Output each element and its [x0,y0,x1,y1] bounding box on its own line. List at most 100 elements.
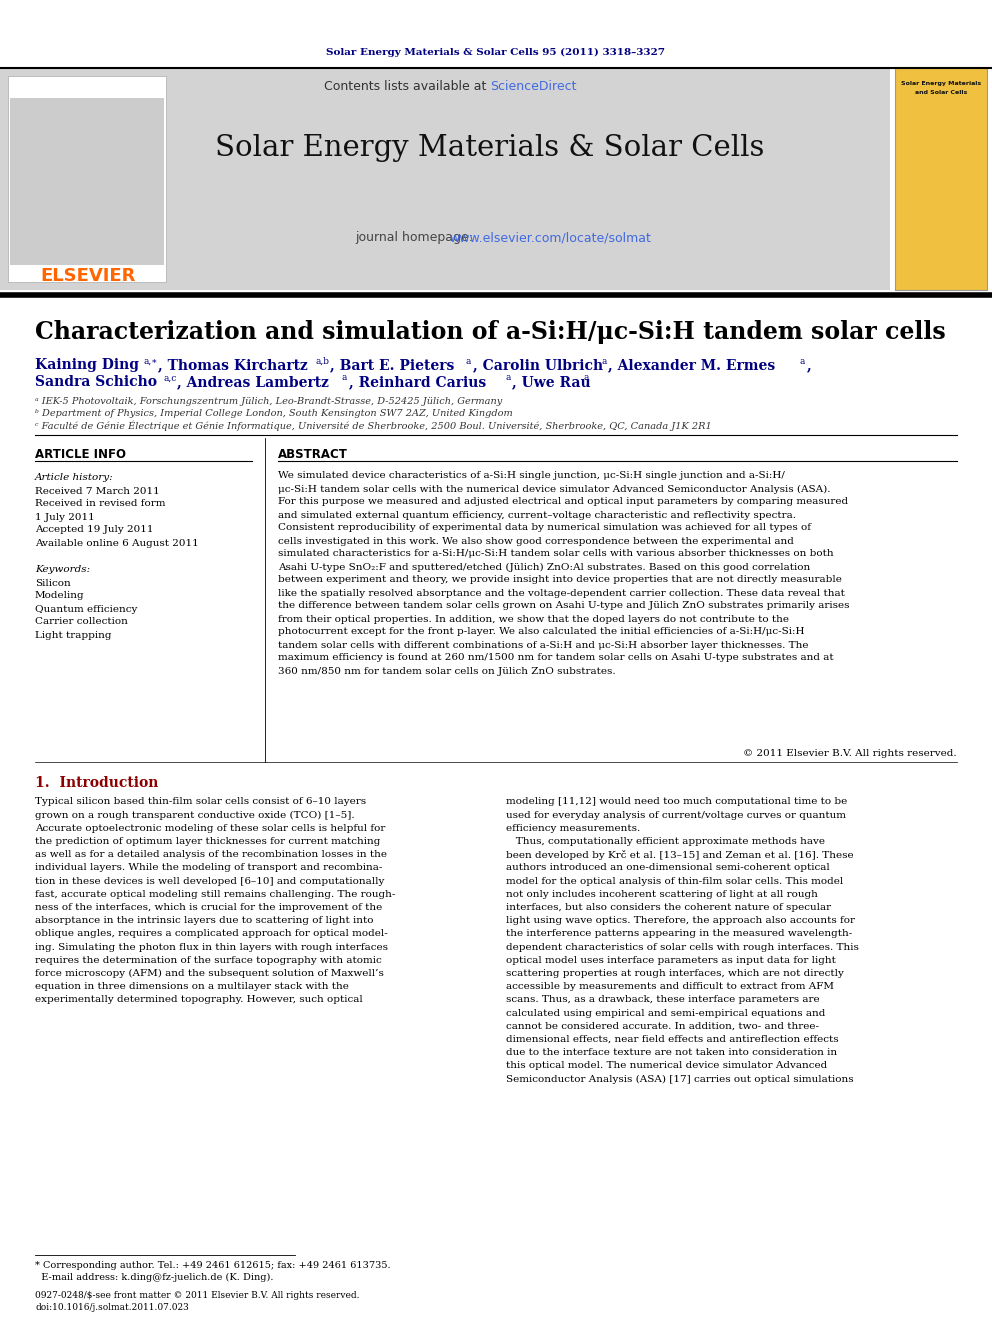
Text: equation in three dimensions on a multilayer stack with the: equation in three dimensions on a multil… [35,982,349,991]
Text: For this purpose we measured and adjusted electrical and optical input parameter: For this purpose we measured and adjuste… [278,497,848,507]
Text: Carrier collection: Carrier collection [35,618,128,627]
Text: ᵃ IEK-5 Photovoltaik, Forschungszentrum Jülich, Leo-Brandt-Strasse, D-52425 Jüli: ᵃ IEK-5 Photovoltaik, Forschungszentrum … [35,397,502,406]
Text: as well as for a detailed analysis of the recombination losses in the: as well as for a detailed analysis of th… [35,851,387,860]
Text: individual layers. While the modeling of transport and recombina-: individual layers. While the modeling of… [35,864,382,872]
Text: ELSEVIER: ELSEVIER [41,267,136,284]
Text: used for everyday analysis of current/voltage curves or quantum: used for everyday analysis of current/vo… [506,811,846,820]
Text: been developed by Krč et al. [13–15] and Zeman et al. [16]. These: been developed by Krč et al. [13–15] and… [506,849,854,860]
Text: simulated characteristics for a-Si:H/μc-Si:H tandem solar cells with various abs: simulated characteristics for a-Si:H/μc-… [278,549,833,558]
Text: due to the interface texture are not taken into consideration in: due to the interface texture are not tak… [506,1048,837,1057]
FancyBboxPatch shape [8,75,166,282]
Text: cannot be considered accurate. In addition, two- and three-: cannot be considered accurate. In additi… [506,1021,819,1031]
Text: Accurate optoelectronic modeling of these solar cells is helpful for: Accurate optoelectronic modeling of thes… [35,824,385,833]
FancyBboxPatch shape [0,67,890,290]
Text: , Uwe Rau: , Uwe Rau [512,374,590,389]
Text: © 2011 Elsevier B.V. All rights reserved.: © 2011 Elsevier B.V. All rights reserved… [743,750,957,758]
Text: a: a [601,356,606,365]
Text: a: a [800,356,806,365]
Text: Solar Energy Materials: Solar Energy Materials [901,82,981,86]
Text: Silicon: Silicon [35,578,70,587]
Text: E-mail address: k.ding@fz-juelich.de (K. Ding).: E-mail address: k.ding@fz-juelich.de (K.… [35,1273,274,1282]
Text: optical model uses interface parameters as input data for light: optical model uses interface parameters … [506,957,836,964]
Text: 1.  Introduction: 1. Introduction [35,777,159,790]
Text: Typical silicon based thin-film solar cells consist of 6–10 layers: Typical silicon based thin-film solar ce… [35,798,366,807]
Text: dimensional effects, near field effects and antireflection effects: dimensional effects, near field effects … [506,1035,838,1044]
Text: cells investigated in this work. We also show good correspondence between the ex: cells investigated in this work. We also… [278,537,794,545]
Text: the difference between tandem solar cells grown on Asahi U-type and Jülich ZnO s: the difference between tandem solar cell… [278,602,849,610]
Text: a,b: a,b [316,356,330,365]
Text: from their optical properties. In addition, we show that the doped layers do not: from their optical properties. In additi… [278,614,789,623]
Text: Light trapping: Light trapping [35,631,111,639]
FancyBboxPatch shape [10,98,164,265]
Text: photocurrent except for the front p-layer. We also calculated the initial effici: photocurrent except for the front p-laye… [278,627,805,636]
Text: Consistent reproducibility of experimental data by numerical simulation was achi: Consistent reproducibility of experiment… [278,524,811,532]
Text: light using wave optics. Therefore, the approach also accounts for: light using wave optics. Therefore, the … [506,917,855,925]
Text: calculated using empirical and semi-empirical equations and: calculated using empirical and semi-empi… [506,1008,825,1017]
Text: 360 nm/850 nm for tandem solar cells on Jülich ZnO substrates.: 360 nm/850 nm for tandem solar cells on … [278,667,616,676]
Text: doi:10.1016/j.solmat.2011.07.023: doi:10.1016/j.solmat.2011.07.023 [35,1303,188,1311]
Text: , Reinhard Carius: , Reinhard Carius [349,374,486,389]
Text: Received 7 March 2011: Received 7 March 2011 [35,487,160,496]
Text: , Andreas Lambertz: , Andreas Lambertz [177,374,329,389]
Text: Semiconductor Analysis (ASA) [17] carries out optical simulations: Semiconductor Analysis (ASA) [17] carrie… [506,1074,854,1084]
Text: ᵇ Department of Physics, Imperial College London, South Kensington SW7 2AZ, Unit: ᵇ Department of Physics, Imperial Colleg… [35,410,513,418]
Text: this optical model. The numerical device simulator Advanced: this optical model. The numerical device… [506,1061,827,1070]
Text: and simulated external quantum efficiency, current–voltage characteristic and re: and simulated external quantum efficienc… [278,511,796,520]
Text: * Corresponding author. Tel.: +49 2461 612615; fax: +49 2461 613735.: * Corresponding author. Tel.: +49 2461 6… [35,1261,391,1270]
Text: tion in these devices is well developed [6–10] and computationally: tion in these devices is well developed … [35,877,384,885]
Text: 1 July 2011: 1 July 2011 [35,512,95,521]
Text: modeling [11,12] would need too much computational time to be: modeling [11,12] would need too much com… [506,798,847,807]
Text: like the spatially resolved absorptance and the voltage-dependent carrier collec: like the spatially resolved absorptance … [278,589,845,598]
Text: a,∗: a,∗ [143,356,158,365]
Text: Modeling: Modeling [35,591,84,601]
Text: Accepted 19 July 2011: Accepted 19 July 2011 [35,525,154,534]
Text: ,: , [807,359,811,372]
Text: , Carolin Ulbrich: , Carolin Ulbrich [473,359,603,372]
Text: Received in revised form: Received in revised form [35,500,166,508]
Text: μc-Si:H tandem solar cells with the numerical device simulator Advanced Semicond: μc-Si:H tandem solar cells with the nume… [278,484,830,493]
Text: fast, accurate optical modeling still remains challenging. The rough-: fast, accurate optical modeling still re… [35,890,396,898]
Text: grown on a rough transparent conductive oxide (TCO) [1–5].: grown on a rough transparent conductive … [35,811,354,820]
Text: force microscopy (AFM) and the subsequent solution of Maxwell’s: force microscopy (AFM) and the subsequen… [35,968,384,978]
Text: scans. Thus, as a drawback, these interface parameters are: scans. Thus, as a drawback, these interf… [506,995,819,1004]
Text: ing. Simulating the photon flux in thin layers with rough interfaces: ing. Simulating the photon flux in thin … [35,943,388,951]
Text: model for the optical analysis of thin-film solar cells. This model: model for the optical analysis of thin-f… [506,877,843,885]
Text: journal homepage:: journal homepage: [355,232,477,245]
Text: a: a [505,373,510,382]
Text: Solar Energy Materials & Solar Cells 95 (2011) 3318–3327: Solar Energy Materials & Solar Cells 95 … [326,48,666,57]
Text: Solar Energy Materials & Solar Cells: Solar Energy Materials & Solar Cells [215,134,765,161]
Text: ARTICLE INFO: ARTICLE INFO [35,448,126,462]
Text: www.elsevier.com/locate/solmat: www.elsevier.com/locate/solmat [449,232,651,245]
Text: scattering properties at rough interfaces, which are not directly: scattering properties at rough interface… [506,970,844,978]
Text: 0927-0248/$-see front matter © 2011 Elsevier B.V. All rights reserved.: 0927-0248/$-see front matter © 2011 Else… [35,1290,359,1299]
Text: ness of the interfaces, which is crucial for the improvement of the: ness of the interfaces, which is crucial… [35,904,382,912]
Text: the interference patterns appearing in the measured wavelength-: the interference patterns appearing in t… [506,930,852,938]
Text: not only includes incoherent scattering of light at all rough: not only includes incoherent scattering … [506,890,817,898]
Text: a: a [466,356,471,365]
Text: , Bart E. Pieters: , Bart E. Pieters [330,359,454,372]
Text: authors introduced an one-dimensional semi-coherent optical: authors introduced an one-dimensional se… [506,864,829,872]
Text: absorptance in the intrinsic layers due to scattering of light into: absorptance in the intrinsic layers due … [35,917,374,925]
Text: oblique angles, requires a complicated approach for optical model-: oblique angles, requires a complicated a… [35,930,388,938]
Text: a,c: a,c [163,373,177,382]
Text: We simulated device characteristics of a-Si:H single junction, μc-Si:H single ju: We simulated device characteristics of a… [278,471,785,480]
Text: Article history:: Article history: [35,472,114,482]
Text: Contents lists available at: Contents lists available at [323,79,490,93]
Text: Asahi U-type SnO₂:F and sputtered/etched (Jülich) ZnO:Al substrates. Based on th: Asahi U-type SnO₂:F and sputtered/etched… [278,562,810,572]
Text: Thus, computationally efficient approximate methods have: Thus, computationally efficient approxim… [506,837,825,847]
Text: maximum efficiency is found at 260 nm/1500 nm for tandem solar cells on Asahi U-: maximum efficiency is found at 260 nm/15… [278,654,833,663]
Text: experimentally determined topography. However, such optical: experimentally determined topography. Ho… [35,995,363,1004]
FancyBboxPatch shape [895,67,987,290]
Text: ABSTRACT: ABSTRACT [278,448,348,462]
Text: ᶜ Faculté de Génie Électrique et Génie Informatique, Université de Sherbrooke, 2: ᶜ Faculté de Génie Électrique et Génie I… [35,421,711,431]
Text: , Alexander M. Ermes: , Alexander M. Ermes [608,359,776,372]
Text: efficiency measurements.: efficiency measurements. [506,824,640,833]
Text: and Solar Cells: and Solar Cells [915,90,967,94]
Text: Kaining Ding: Kaining Ding [35,359,139,372]
Text: Keywords:: Keywords: [35,565,90,574]
Text: Characterization and simulation of a-Si:H/μc-Si:H tandem solar cells: Characterization and simulation of a-Si:… [35,320,945,344]
Text: requires the determination of the surface topography with atomic: requires the determination of the surfac… [35,957,382,964]
Text: a: a [342,373,347,382]
Text: the prediction of optimum layer thicknesses for current matching: the prediction of optimum layer thicknes… [35,837,380,847]
Text: between experiment and theory, we provide insight into device properties that ar: between experiment and theory, we provid… [278,576,842,585]
